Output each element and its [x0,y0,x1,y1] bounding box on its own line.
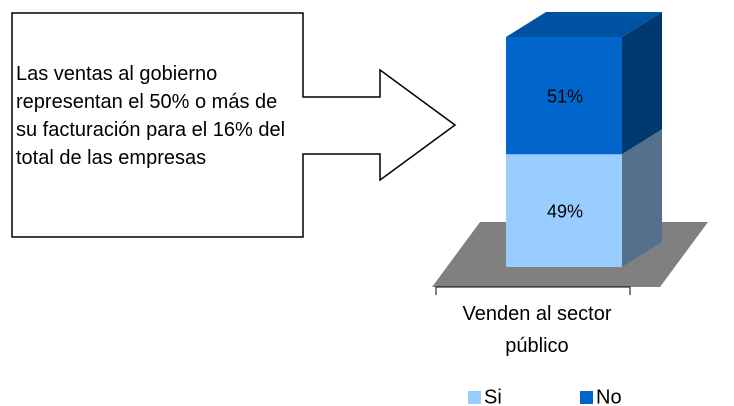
x-tick-label: Venden al sector público [462,303,612,357]
legend-swatch [468,391,481,404]
annotation: Las ventas al gobierno representan el 50… [16,63,286,169]
bar-segment [506,37,622,155]
callout-arrow [11,12,457,238]
bar-side [622,12,662,155]
value-label: 49% [547,201,583,221]
legend-label: No [596,386,622,406]
legend-label: Si [484,386,502,406]
value-label: 51% [547,86,583,106]
bar-top [506,12,662,37]
legend-swatch [580,391,593,404]
bar-side [622,129,662,267]
bar-segment [506,154,622,267]
